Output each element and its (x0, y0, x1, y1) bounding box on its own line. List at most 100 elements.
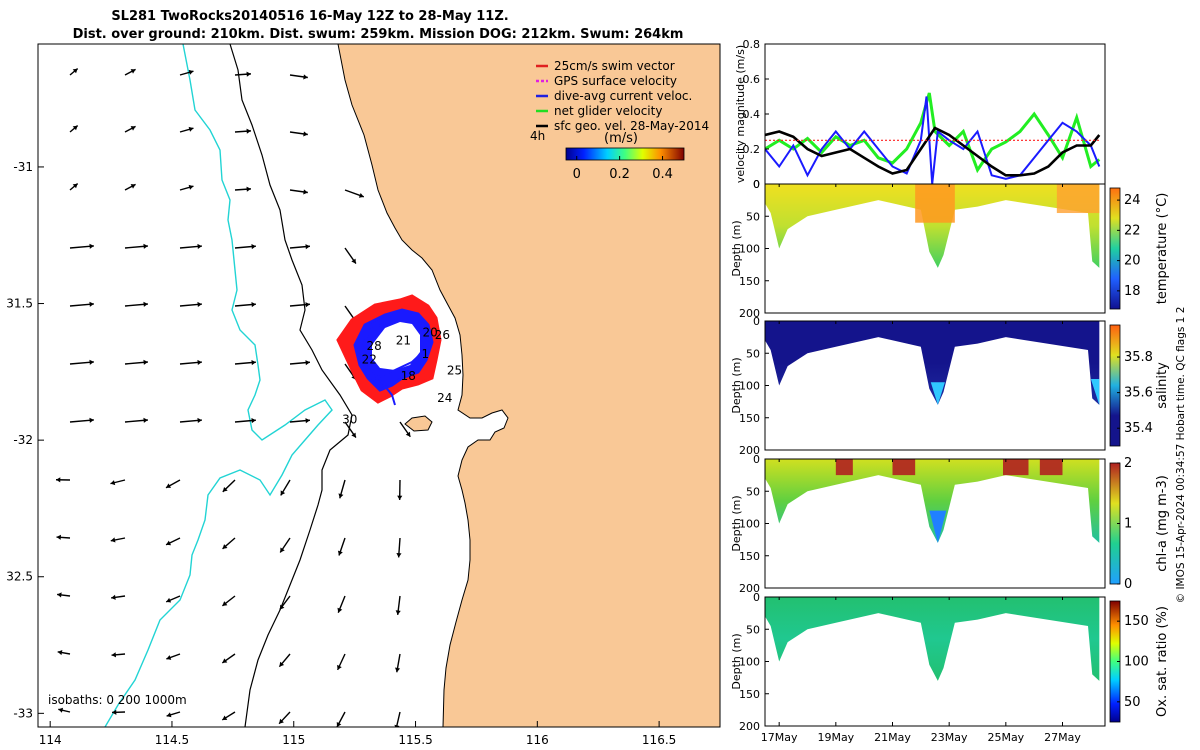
velocity-arrow (279, 537, 291, 553)
land (337, 44, 720, 727)
velocity-arrow (399, 421, 411, 438)
velocity-arrow (124, 68, 136, 76)
legend-entry: sfc geo. vel. 28-May-2014 (536, 119, 709, 133)
isobath-label: isobaths: 0 200 1000m (48, 693, 187, 707)
section-data-field (765, 184, 1100, 268)
velocity-arrow (124, 243, 148, 249)
section-data-field (765, 321, 1100, 405)
colorbar-tick-label: 1 (1124, 517, 1132, 532)
velocity-arrow (337, 537, 346, 556)
velocity-arrow (165, 479, 181, 489)
section-ytick-label: 200 (739, 444, 760, 457)
velocity-arrow (69, 183, 79, 191)
velocity-arrow (394, 653, 401, 673)
chl-low-patch (929, 510, 947, 543)
velocity-arrow (69, 243, 94, 249)
chl-high-patch (1039, 459, 1063, 476)
velocity-arrow (289, 360, 310, 366)
velocity-arrow (124, 183, 136, 191)
velocity-arrow (111, 709, 126, 715)
velocity-arrow (179, 301, 202, 308)
velocity-arrow (234, 71, 252, 77)
map-colorbar-unit: (m/s) (604, 131, 638, 146)
section-data-field (765, 459, 1100, 543)
warm-patch (1056, 184, 1100, 214)
velocity-arrow (69, 68, 79, 76)
legend-label: dive-avg current veloc. (554, 89, 692, 103)
map-xtick-label: 115 (282, 733, 305, 747)
colorbar-tick-label: 2 (1124, 456, 1132, 471)
chl-high-patch (1003, 459, 1029, 476)
time-tick-label: 17May (761, 731, 798, 744)
velocity-arrow (55, 477, 71, 483)
map-xtick-label: 116.5 (642, 733, 676, 747)
time-tick-label: 27May (1044, 731, 1081, 744)
track-day-label: 22 (362, 353, 377, 367)
colorbar-tick-label: 35.4 (1124, 421, 1153, 436)
map-ytick-label: 31.5 (6, 297, 33, 311)
velocity-arrow (222, 537, 236, 550)
velocity-arrow (289, 418, 310, 424)
velocity-arrow (165, 537, 181, 546)
section-ytick-label: 50 (746, 623, 760, 636)
velocity-arrow (395, 595, 401, 615)
colorbar-tick-label: 100 (1124, 655, 1149, 670)
section-ytick-label: 200 (739, 582, 760, 595)
colorbar-tick-label: 24 (1124, 193, 1141, 208)
velocity-arrow (289, 244, 310, 250)
time-tick-label: 23May (931, 731, 968, 744)
velocity-series (765, 92, 1101, 184)
velocity-series-line (765, 126, 1101, 177)
legend-label: net glider velocity (554, 104, 662, 118)
colorbar-label: chl-a (mg m-3) (1155, 475, 1170, 572)
map-ytick-label: 32.5 (6, 570, 33, 584)
legend-entry: net glider velocity (536, 104, 662, 118)
colorbar-label: Ox. sat. ratio (%) (1155, 606, 1170, 717)
velocity-arrow (124, 417, 148, 423)
velocity-arrow (344, 421, 357, 438)
section-colorbar (1109, 324, 1121, 447)
map-colorbar-ticks: 0 0.2 0.4 (573, 156, 673, 182)
section-ytick-label: 100 (739, 656, 760, 669)
velocity-arrow (344, 247, 357, 264)
credit-text: © IMOS 15-Apr-2024 00:34:57 Hobart time.… (1175, 307, 1187, 604)
track-day-label: 20 (423, 325, 438, 339)
island (404, 415, 433, 432)
colorbar-tick-label: 22 (1124, 223, 1141, 238)
geostrophic-velocity-arrows (55, 68, 411, 727)
velocity-arrow (179, 69, 194, 76)
section-panel: 0 50 100 150 200 Depth (m) 35.4 35.6 35.8salinit… (730, 315, 1170, 457)
track-day-label: 1 (421, 347, 429, 361)
velocity-arrow (289, 74, 308, 80)
track-line (358, 314, 430, 406)
section-ylabel: Depth (m) (730, 357, 743, 413)
section-ytick-label: 150 (739, 275, 760, 288)
map-ytick-label: -33 (13, 706, 33, 720)
glider-track (336, 294, 442, 406)
velocity-arrow (289, 189, 308, 195)
velocity-arrow (234, 301, 256, 308)
section-ytick-label: 50 (746, 210, 760, 223)
velocity-arrow (179, 417, 202, 424)
colorbar-tick-label: 35.6 (1124, 386, 1153, 401)
colorbar-tick-label: 20 (1124, 254, 1141, 269)
saline-patch (1090, 379, 1100, 405)
velocity-arrow (280, 479, 291, 496)
track-day-label: 24 (437, 391, 452, 405)
colorbar-tick-label: 0 (1124, 577, 1132, 592)
section-ytick-label: 100 (739, 243, 760, 256)
velocity-arrow (234, 186, 252, 192)
velocity-arrow (278, 711, 291, 725)
velocity-arrow (337, 595, 346, 613)
section-ytick-label: 150 (739, 412, 760, 425)
velocity-ticks: 0 0.2 0.4 0.6 0.8 (743, 38, 769, 191)
velocity-arrow (234, 417, 256, 424)
velocity-arrow (179, 126, 194, 133)
track-day-label: 30 (342, 413, 357, 427)
track-day-label: 18 (401, 369, 416, 383)
velocity-arrow (279, 595, 291, 610)
section-panel: 0 50 100 150 200 Depth (m) 18 20 22 24 temperature… (730, 178, 1170, 320)
velocity-arrow (124, 301, 148, 307)
